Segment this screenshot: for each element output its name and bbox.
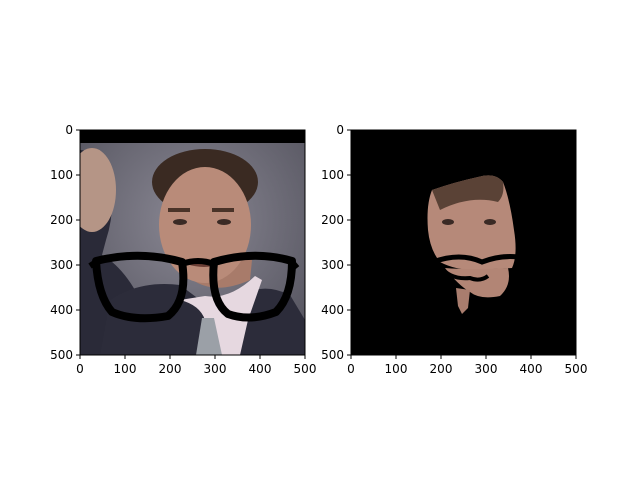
y-tick-label: 500: [321, 348, 344, 362]
y-tick-label: 100: [50, 168, 73, 182]
x-tick-label: 0: [347, 362, 355, 376]
x-tick-label: 200: [430, 362, 453, 376]
left-person-face: [80, 148, 116, 232]
y-tick-label: 0: [336, 123, 344, 137]
y-tick-label: 200: [321, 213, 344, 227]
lower-face-region: [445, 268, 509, 298]
eye-left: [173, 219, 187, 225]
x-tick-label: 400: [520, 362, 543, 376]
y-tick-label: 0: [65, 123, 73, 137]
brow-right: [212, 208, 234, 212]
face: [159, 167, 251, 283]
y-tick-label: 300: [321, 258, 344, 272]
x-tick-label: 100: [114, 362, 137, 376]
glasses-trace: [432, 254, 519, 265]
x-tick-label: 500: [565, 362, 588, 376]
x-tick-label: 100: [385, 362, 408, 376]
axes-frame-2: [350, 129, 577, 356]
top-black-band: [80, 130, 305, 143]
y-tick-label: 400: [50, 303, 73, 317]
eye-right: [217, 219, 231, 225]
y-tick-label: 300: [50, 258, 73, 272]
y-tick-label: 400: [321, 303, 344, 317]
tie: [196, 318, 222, 355]
eye-left: [442, 219, 454, 225]
x-tick-label: 400: [249, 362, 272, 376]
shirt: [180, 276, 262, 355]
y-tick-label: 200: [50, 213, 73, 227]
hair-region: [432, 175, 504, 210]
y-tick-label: 500: [50, 348, 73, 362]
glasses-lower-trace: [438, 264, 490, 282]
x-tick-label: 300: [475, 362, 498, 376]
x-tick-label: 300: [204, 362, 227, 376]
x-tick-label: 0: [76, 362, 84, 376]
neck-fragment: [456, 288, 470, 314]
eye-right: [484, 219, 496, 225]
x-tick-label: 500: [294, 362, 317, 376]
axes-frame-1: [79, 129, 306, 356]
y-tick-label: 100: [321, 168, 344, 182]
x-tick-label: 200: [159, 362, 182, 376]
brow-left: [168, 208, 190, 212]
glasses-overlay: [88, 251, 300, 323]
